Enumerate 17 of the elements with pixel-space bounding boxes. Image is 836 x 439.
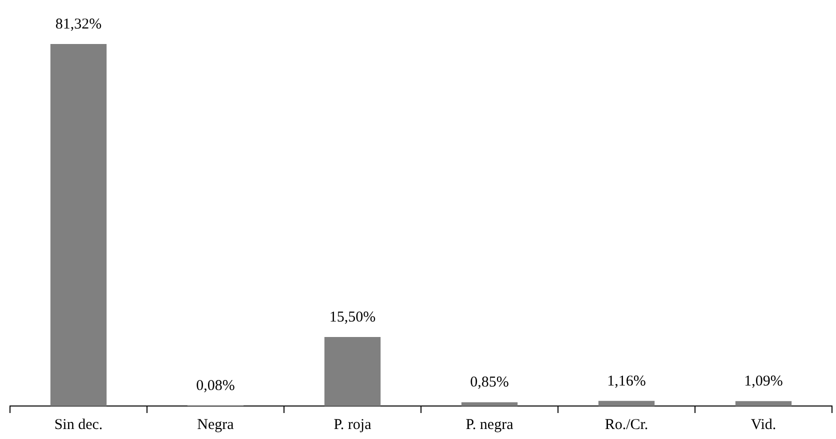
data-label: 0,85% [470,374,509,391]
x-tick-label: Ro./Cr. [604,416,648,433]
x-tick-label: Sin dec. [54,416,103,433]
data-label: 0,08% [196,378,235,394]
x-tick-label: P. roja [334,416,372,433]
bar [461,402,518,406]
x-tick-label: Vid. [750,416,776,433]
data-label: 81,32% [55,16,102,32]
data-label: 1,16% [607,373,646,390]
data-label: 1,09% [744,374,783,390]
bar [598,400,655,406]
x-tick-label: Negra [197,416,234,433]
x-tick-label: P. negra [466,416,514,433]
bar [50,44,107,406]
bar [324,337,381,406]
bar [735,401,792,406]
data-label: 15,50% [329,309,376,326]
